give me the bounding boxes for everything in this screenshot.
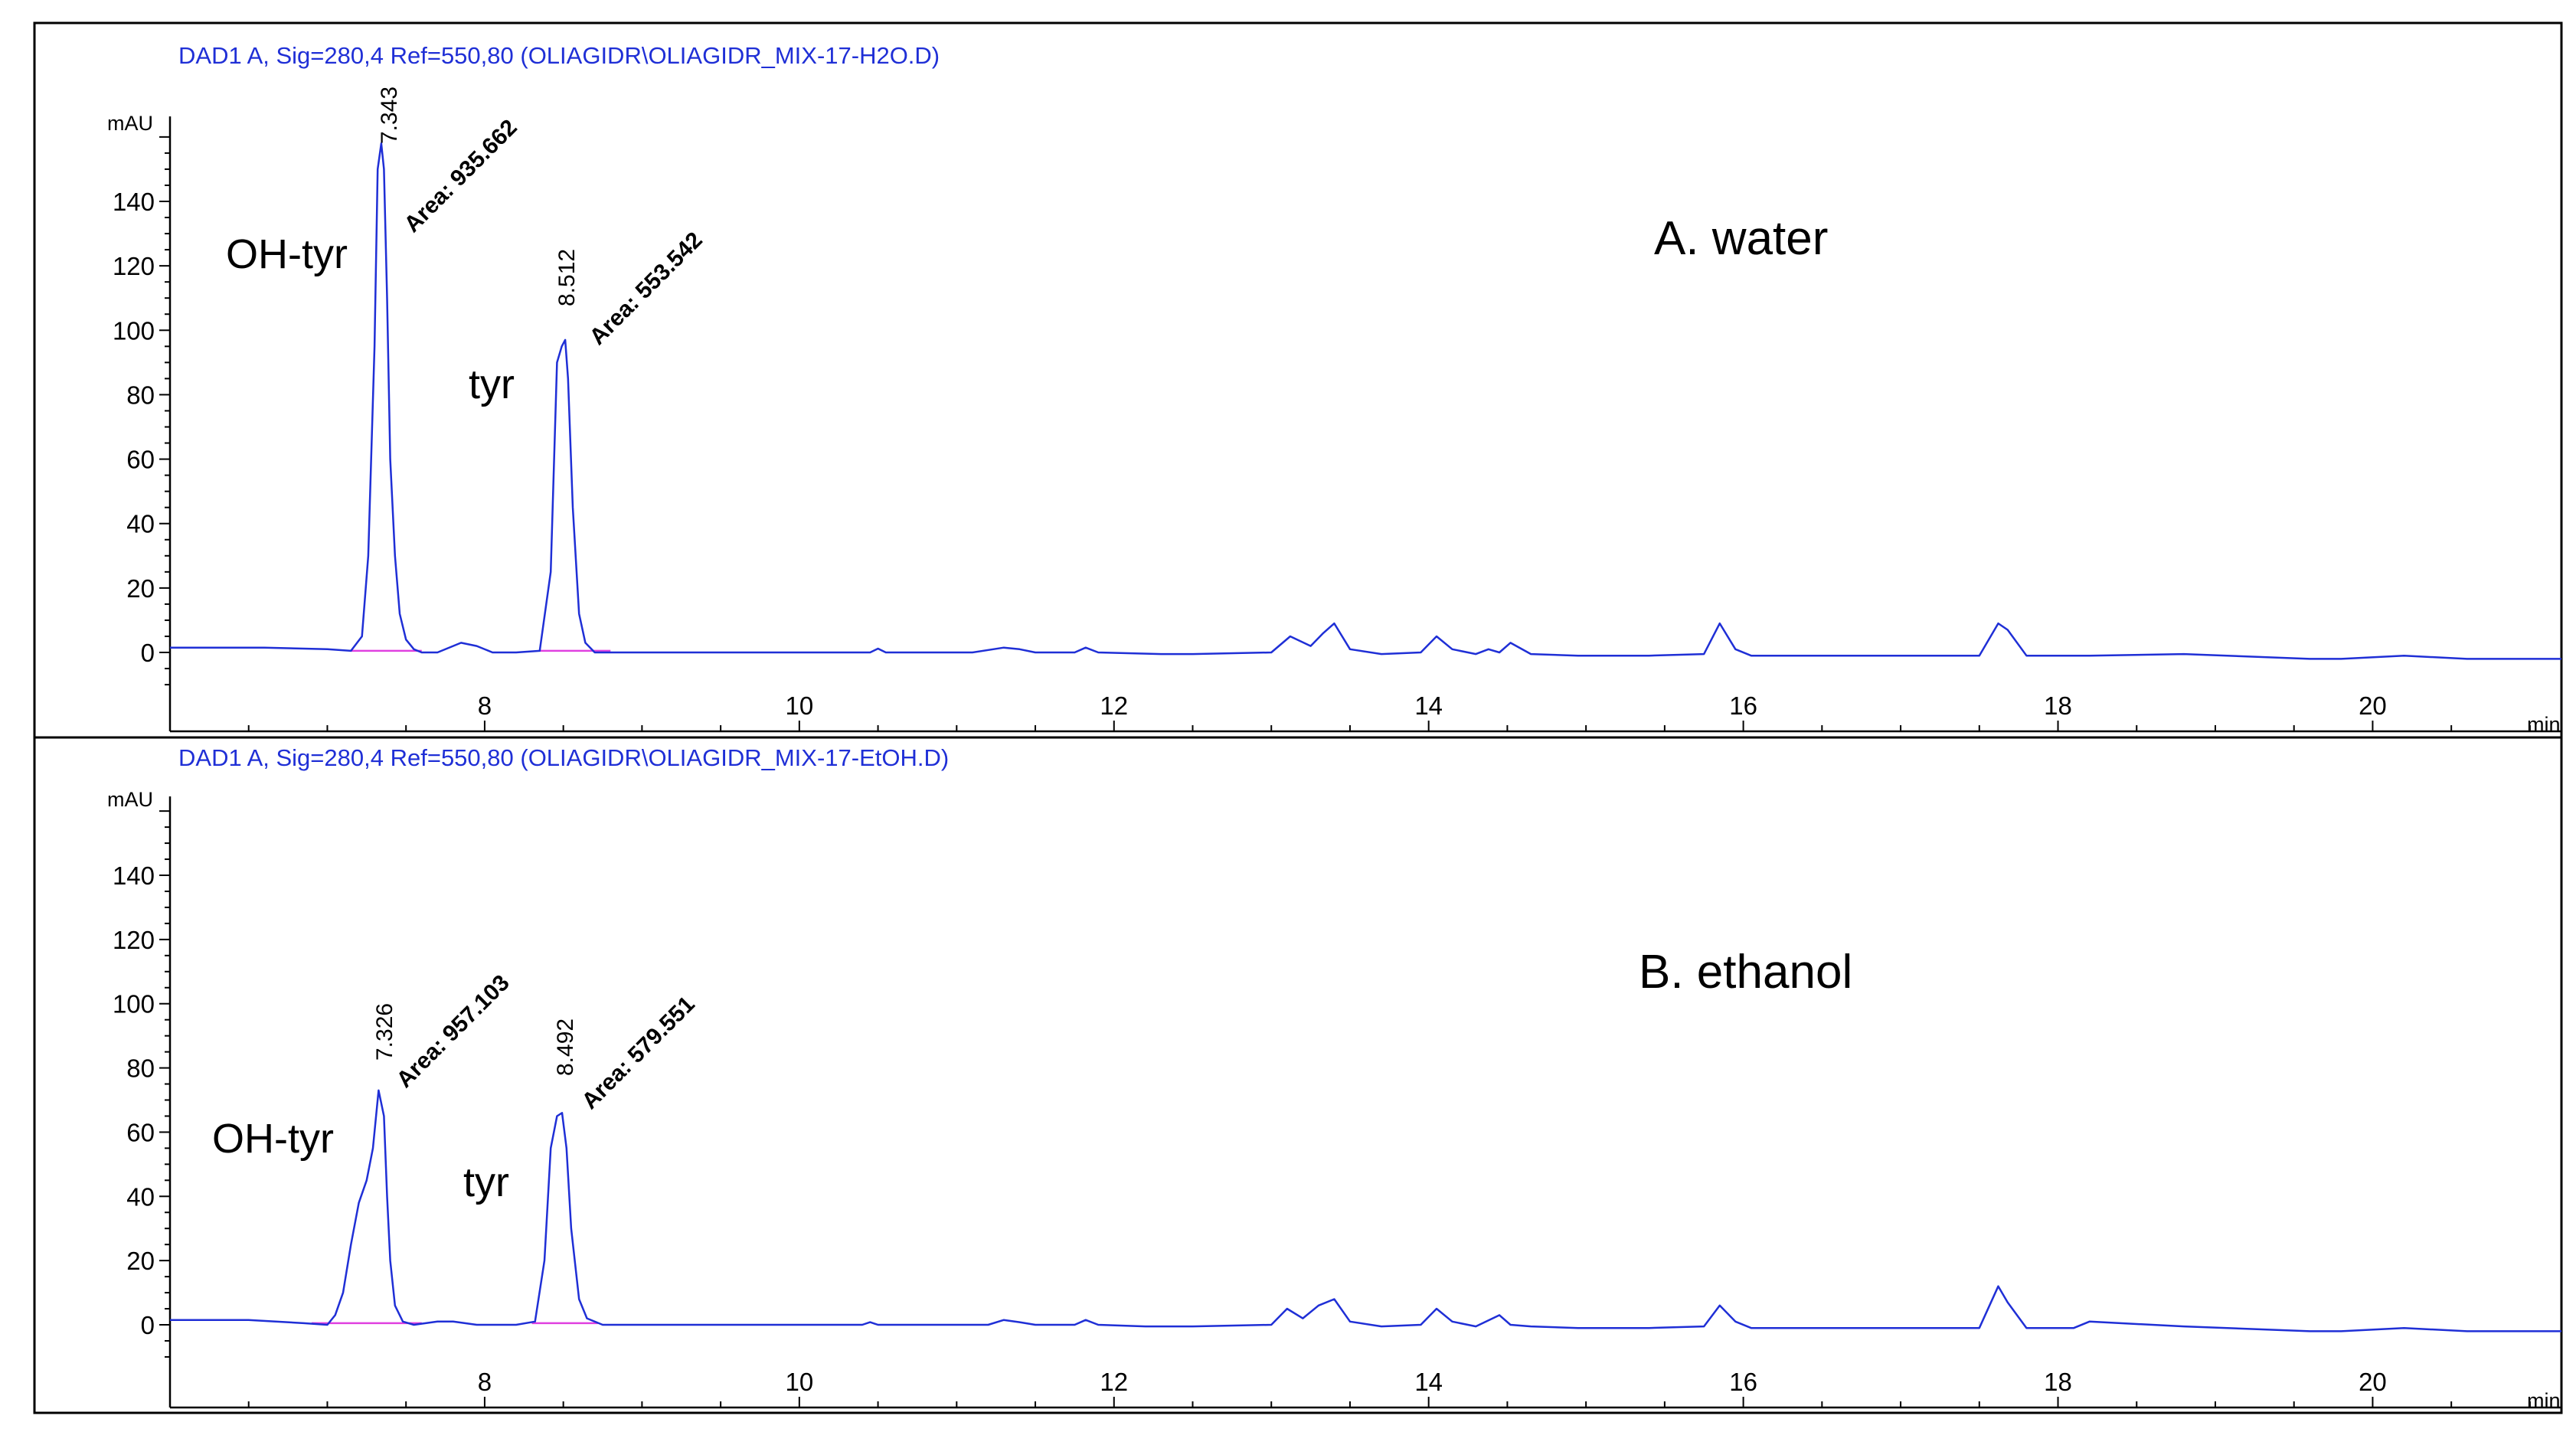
y-tick-label: 100 (113, 316, 155, 345)
x-tick-label: 20 (2359, 1368, 2387, 1396)
y-tick-label: 40 (126, 510, 155, 538)
panel-b-peak1-label: OH-tyr (212, 1116, 334, 1162)
panel-b-x-axis-unit: min (2527, 1389, 2561, 1412)
y-tick-label: 60 (126, 446, 155, 474)
y-tick-label: 20 (126, 1247, 155, 1275)
panel-a-peak1-label: OH-tyr (226, 231, 348, 277)
y-tick-label: 140 (113, 861, 155, 890)
panel-b-y-axis-unit: mAU (107, 788, 153, 811)
y-tick-label: 140 (113, 188, 155, 216)
x-tick-label: 12 (1100, 1368, 1128, 1396)
panel-b-trace (170, 1089, 2561, 1332)
y-tick-label: 0 (141, 639, 155, 667)
panel-a-condition-label: A. water (1654, 212, 1828, 265)
panel-a-peak1-area: Area: 935.662 (400, 115, 522, 237)
panel-a-y-axis-unit: mAU (107, 112, 153, 135)
x-tick-label: 14 (1414, 691, 1443, 720)
y-tick-label: 120 (113, 926, 155, 954)
y-tick-label: 40 (126, 1182, 155, 1211)
panel-b-peak2-rt: 8.492 (553, 1018, 578, 1076)
y-tick-label: 100 (113, 990, 155, 1018)
panel-a-peak2-rt: 8.512 (554, 249, 580, 306)
panel-a-axes: 0 20 40 60 80 100 120 140 8 10 12 14 16 18 20 (113, 116, 2561, 733)
x-tick-label: 10 (785, 691, 813, 720)
panel-a-peak2-area: Area: 553.542 (585, 227, 708, 350)
panel-a: DAD1 A, Sig=280,4 Ref=550,80 (OLIAGIDR\O… (107, 42, 2561, 736)
y-tick-label: 20 (126, 574, 155, 603)
y-tick-label: 80 (126, 381, 155, 409)
x-tick-label: 8 (478, 1368, 492, 1396)
y-tick-label: 80 (126, 1054, 155, 1083)
panel-b-axes: 0 20 40 60 80 100 120 140 8 10 12 14 16 18 20 (113, 796, 2561, 1409)
panel-a-header: DAD1 A, Sig=280,4 Ref=550,80 (OLIAGIDR\O… (178, 42, 940, 69)
panel-b-peak2-label: tyr (463, 1159, 509, 1205)
x-tick-label: 12 (1100, 691, 1128, 720)
panel-b: DAD1 A, Sig=280,4 Ref=550,80 (OLIAGIDR\O… (107, 744, 2561, 1412)
x-tick-label: 10 (785, 1368, 813, 1396)
chromatogram-line (170, 142, 2561, 660)
panel-a-trace (170, 142, 2561, 660)
panel-b-peak1-rt: 7.326 (372, 1003, 397, 1061)
x-tick-label: 18 (2044, 1368, 2072, 1396)
y-tick-label: 0 (141, 1311, 155, 1339)
chromatogram-line (170, 1089, 2561, 1332)
x-tick-label: 16 (1729, 691, 1757, 720)
panel-b-condition-label: B. ethanol (1639, 946, 1852, 999)
x-tick-label: 16 (1729, 1368, 1757, 1396)
y-tick-label: 60 (126, 1118, 155, 1146)
figure-border (33, 21, 2563, 1414)
panel-b-peak2-area: Area: 579.551 (577, 992, 700, 1114)
x-tick-label: 18 (2044, 691, 2072, 720)
x-tick-label: 14 (1414, 1368, 1443, 1396)
x-tick-label: 20 (2359, 691, 2387, 720)
panel-a-x-axis-unit: min (2527, 713, 2561, 736)
panel-a-peak1-rt: 7.343 (377, 87, 402, 144)
y-tick-label: 120 (113, 252, 155, 280)
panel-b-header: DAD1 A, Sig=280,4 Ref=550,80 (OLIAGIDR\O… (178, 744, 949, 771)
panel-a-peak2-label: tyr (469, 361, 515, 407)
panel-b-peak1-area: Area: 957.103 (392, 970, 515, 1093)
x-tick-label: 8 (478, 691, 492, 720)
